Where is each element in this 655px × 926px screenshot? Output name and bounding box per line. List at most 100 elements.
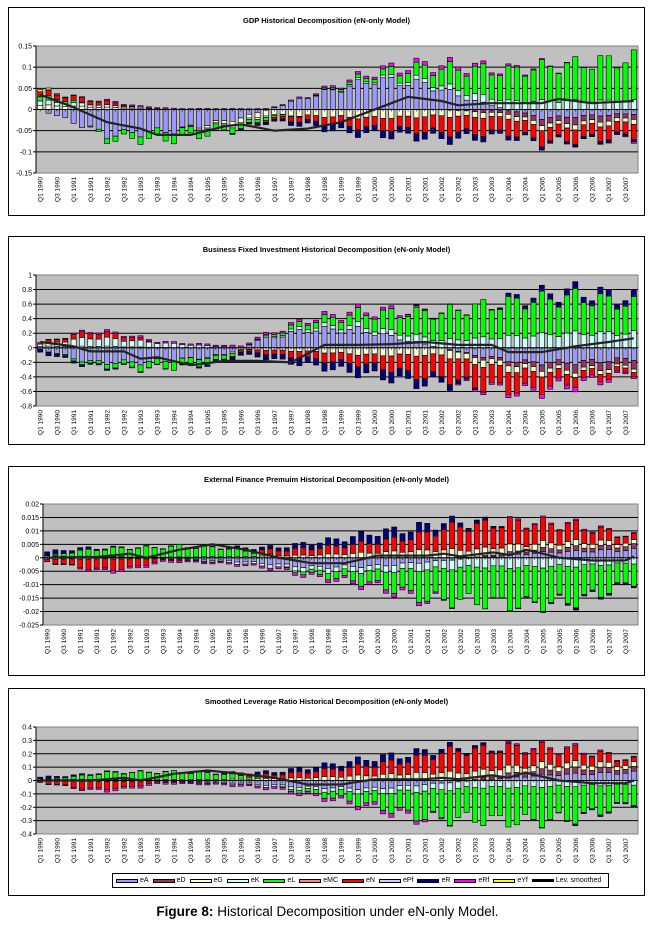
- bar-segment-eA: [104, 109, 110, 140]
- bar-segment-eN: [95, 101, 102, 106]
- bar-segment-eYf: [438, 312, 445, 314]
- x-tick-label: Q1 2007: [606, 410, 613, 435]
- bar-segment-eL: [358, 573, 365, 587]
- bar-segment-eA: [515, 553, 522, 559]
- bar-segment-eRf: [350, 580, 356, 585]
- bar-segment-eK: [95, 338, 102, 347]
- bar-segment-eL: [416, 571, 422, 603]
- bar-segment-eA: [304, 98, 311, 110]
- x-tick-label: Q3 1991: [88, 177, 95, 202]
- bar-segment-eRf: [62, 338, 69, 340]
- bar-segment-eR: [430, 127, 437, 134]
- bar-segment-eN: [421, 116, 428, 133]
- bar-segment-eL: [145, 361, 152, 368]
- bar-segment-eK: [162, 342, 169, 348]
- bar-segment-eRf: [246, 784, 253, 787]
- bar-segment-eRf: [438, 381, 445, 383]
- bar-segment-eK: [338, 329, 345, 334]
- bar-segment-eR: [396, 367, 403, 377]
- bar-segment-eK: [432, 560, 439, 568]
- bar-segment-eA: [288, 100, 294, 110]
- bar-segment-eRf: [438, 65, 445, 70]
- bar-segment-eRf: [263, 331, 269, 335]
- bar-segment-eRf: [204, 343, 211, 346]
- bar-segment-eR: [446, 136, 453, 145]
- chart-title: Smoothed Leverage Ratio Historical Decom…: [204, 697, 449, 706]
- bar-segment-eN: [313, 115, 319, 122]
- x-tick-label: Q3 1994: [193, 629, 200, 654]
- bar-segment-eG: [480, 112, 487, 119]
- bar-segment-eK: [416, 562, 422, 572]
- bar-segment-eK: [380, 74, 386, 78]
- bar-segment-eL: [237, 775, 244, 780]
- bar-segment-eR: [605, 811, 612, 814]
- bar-segment-eRf: [196, 342, 202, 346]
- legend-item-line: Lev. smoothed: [531, 877, 601, 884]
- bar-segment-eRf: [279, 330, 286, 334]
- bar-segment-eRf: [333, 578, 340, 582]
- bar-segment-eK: [446, 782, 453, 792]
- y-tick-label: 0.15: [18, 44, 32, 51]
- bar-segment-eG: [333, 553, 340, 559]
- bar-segment-eN: [388, 355, 395, 373]
- bar-segment-eA: [129, 109, 136, 133]
- x-tick-label: Q3 2001: [425, 629, 432, 654]
- x-tick-label: Q1 1994: [171, 177, 178, 202]
- bar-segment-eRf: [259, 565, 265, 569]
- bar-segment-eR: [424, 523, 431, 533]
- bar-segment-eK: [296, 326, 303, 330]
- bar-segment-eG: [597, 370, 604, 375]
- bar-segment-eA: [564, 347, 570, 364]
- bar-segment-eN: [564, 127, 570, 142]
- bar-segment-eG: [581, 543, 588, 549]
- bar-segment-eA: [530, 775, 537, 781]
- bar-segment-eA: [288, 331, 294, 349]
- bar-segment-eG: [614, 766, 620, 771]
- bar-segment-eL: [430, 788, 437, 812]
- bar-segment-eR: [70, 360, 77, 364]
- bar-segment-eRf: [62, 784, 69, 786]
- bar-segment-eK: [145, 341, 152, 348]
- bar-segment-eRf: [580, 377, 587, 381]
- bar-segment-eRf: [325, 579, 331, 584]
- bar-segment-eL: [413, 61, 420, 76]
- bar-segment-eG: [472, 357, 478, 365]
- bar-segment-eG: [446, 350, 453, 360]
- bar-segment-eRf: [405, 809, 411, 814]
- bar-segment-eR: [416, 521, 422, 533]
- bar-segment-eN: [87, 333, 94, 340]
- x-tick-label: Q3 2003: [489, 177, 496, 202]
- bar-segment-eA: [606, 549, 612, 559]
- bar-segment-eR: [246, 351, 253, 355]
- bar-segment-eG: [564, 762, 570, 769]
- bar-segment-eN: [555, 754, 562, 768]
- bar-segment-eN: [421, 355, 428, 379]
- bar-segment-eK: [333, 566, 340, 572]
- bar-segment-eK: [321, 788, 328, 793]
- bar-segment-eD: [547, 117, 554, 124]
- bar-segment-eD: [548, 548, 555, 553]
- bar-segment-eRf: [209, 562, 216, 565]
- bar-segment-eRf: [555, 753, 562, 756]
- bar-segment-eRf: [300, 574, 307, 578]
- bar-segment-eL: [522, 308, 529, 339]
- bar-segment-eL: [371, 790, 378, 803]
- bar-segment-eL: [573, 566, 579, 609]
- bar-segment-eN: [446, 358, 453, 385]
- bar-segment-eA: [296, 329, 303, 349]
- bar-segment-eG: [463, 353, 470, 360]
- x-tick-label: Q1 2003: [474, 629, 481, 654]
- bar-segment-eRf: [120, 104, 127, 106]
- bar-segment-eN: [316, 548, 323, 556]
- bar-segment-eN: [62, 338, 69, 343]
- bar-segment-eN: [279, 349, 286, 355]
- bar-segment-eRf: [271, 786, 278, 789]
- legend-swatch: [299, 878, 322, 883]
- bar-segment-eD: [555, 115, 562, 121]
- bar-segment-eRf: [168, 560, 174, 563]
- bar-segment-eRf: [151, 561, 158, 565]
- bar-segment-eK: [346, 325, 353, 330]
- bar-segment-eG: [538, 125, 545, 132]
- bar-segment-eN: [538, 130, 545, 148]
- bar-segment-eN: [438, 752, 445, 773]
